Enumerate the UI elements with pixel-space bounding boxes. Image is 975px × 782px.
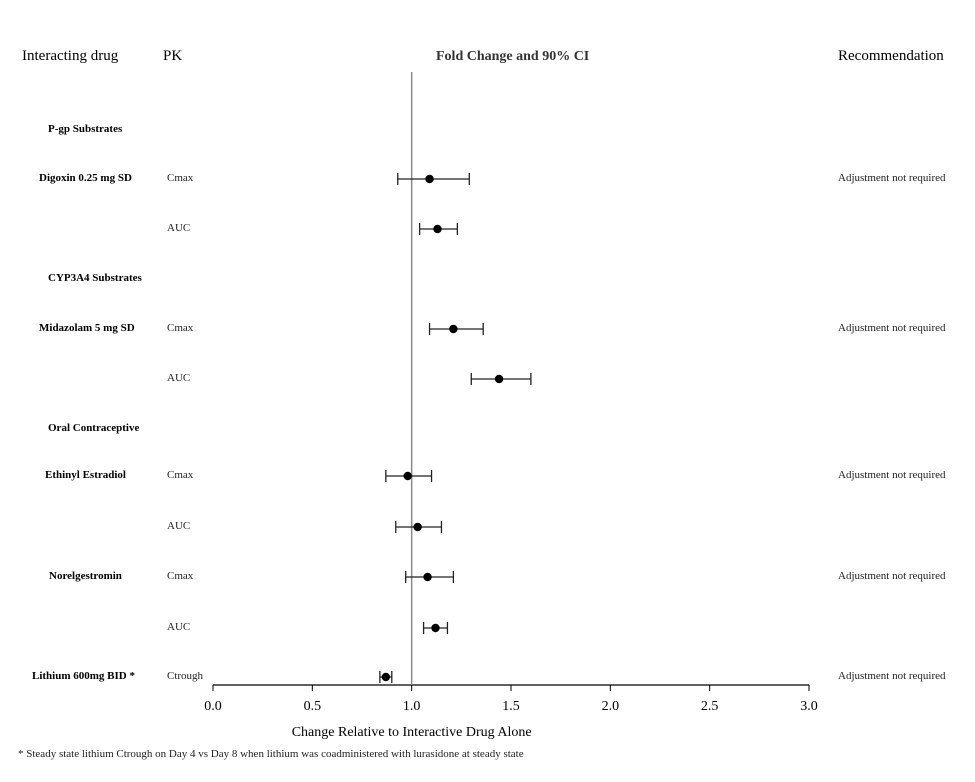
drug-label: Norelgestromin — [49, 570, 122, 582]
column-header-recommendation: Recommendation — [838, 48, 944, 64]
drug-label: Lithium 600mg BID * — [32, 670, 135, 682]
pk-label: Cmax — [167, 322, 194, 334]
point-estimate — [423, 572, 432, 582]
x-tick-label: 0.5 — [304, 699, 322, 714]
pk-label: Cmax — [167, 469, 194, 481]
x-tick-label: 0.0 — [204, 699, 222, 714]
x-tick-label: 3.0 — [800, 699, 818, 714]
section-label: CYP3A4 Substrates — [48, 272, 142, 284]
footnote: * Steady state lithium Ctrough on Day 4 … — [18, 748, 524, 760]
column-header-pk: PK — [163, 48, 183, 64]
pk-label: AUC — [167, 372, 191, 384]
pk-label: Cmax — [167, 570, 194, 582]
section-label: P-gp Substrates — [48, 123, 123, 135]
point-estimate — [433, 224, 442, 234]
recommendation-label: Adjustment not required — [838, 570, 946, 582]
drug-label: Ethinyl Estradiol — [45, 469, 126, 481]
point-estimate — [431, 623, 440, 633]
recommendation-label: Adjustment not required — [838, 322, 946, 334]
point-estimate — [425, 174, 434, 184]
pk-label: Ctrough — [167, 670, 204, 682]
section-label: Oral Contraceptive — [48, 422, 140, 434]
recommendation-label: Adjustment not required — [838, 670, 946, 682]
x-tick-label: 1.0 — [403, 699, 421, 714]
point-estimate — [494, 374, 504, 384]
x-tick-label: 2.0 — [602, 699, 620, 714]
x-axis-label: Change Relative to Interactive Drug Alon… — [292, 725, 532, 740]
pk-label: AUC — [167, 520, 191, 532]
point-estimate — [449, 324, 458, 334]
pk-label: Cmax — [167, 172, 194, 184]
x-tick-label: 1.5 — [502, 699, 520, 714]
point-estimate — [403, 471, 412, 481]
recommendation-label: Adjustment not required — [838, 172, 946, 184]
pk-label: AUC — [167, 222, 191, 234]
column-header-fold-change: Fold Change and 90% CI — [436, 49, 590, 64]
pk-label: AUC — [167, 621, 191, 633]
recommendation-label: Adjustment not required — [838, 469, 946, 481]
point-estimate — [381, 672, 391, 682]
column-header-drug: Interacting drug — [22, 48, 119, 64]
x-tick-label: 2.5 — [701, 699, 719, 714]
point-estimate — [413, 522, 422, 532]
drug-label: Digoxin 0.25 mg SD — [39, 172, 132, 184]
drug-label: Midazolam 5 mg SD — [39, 322, 135, 334]
